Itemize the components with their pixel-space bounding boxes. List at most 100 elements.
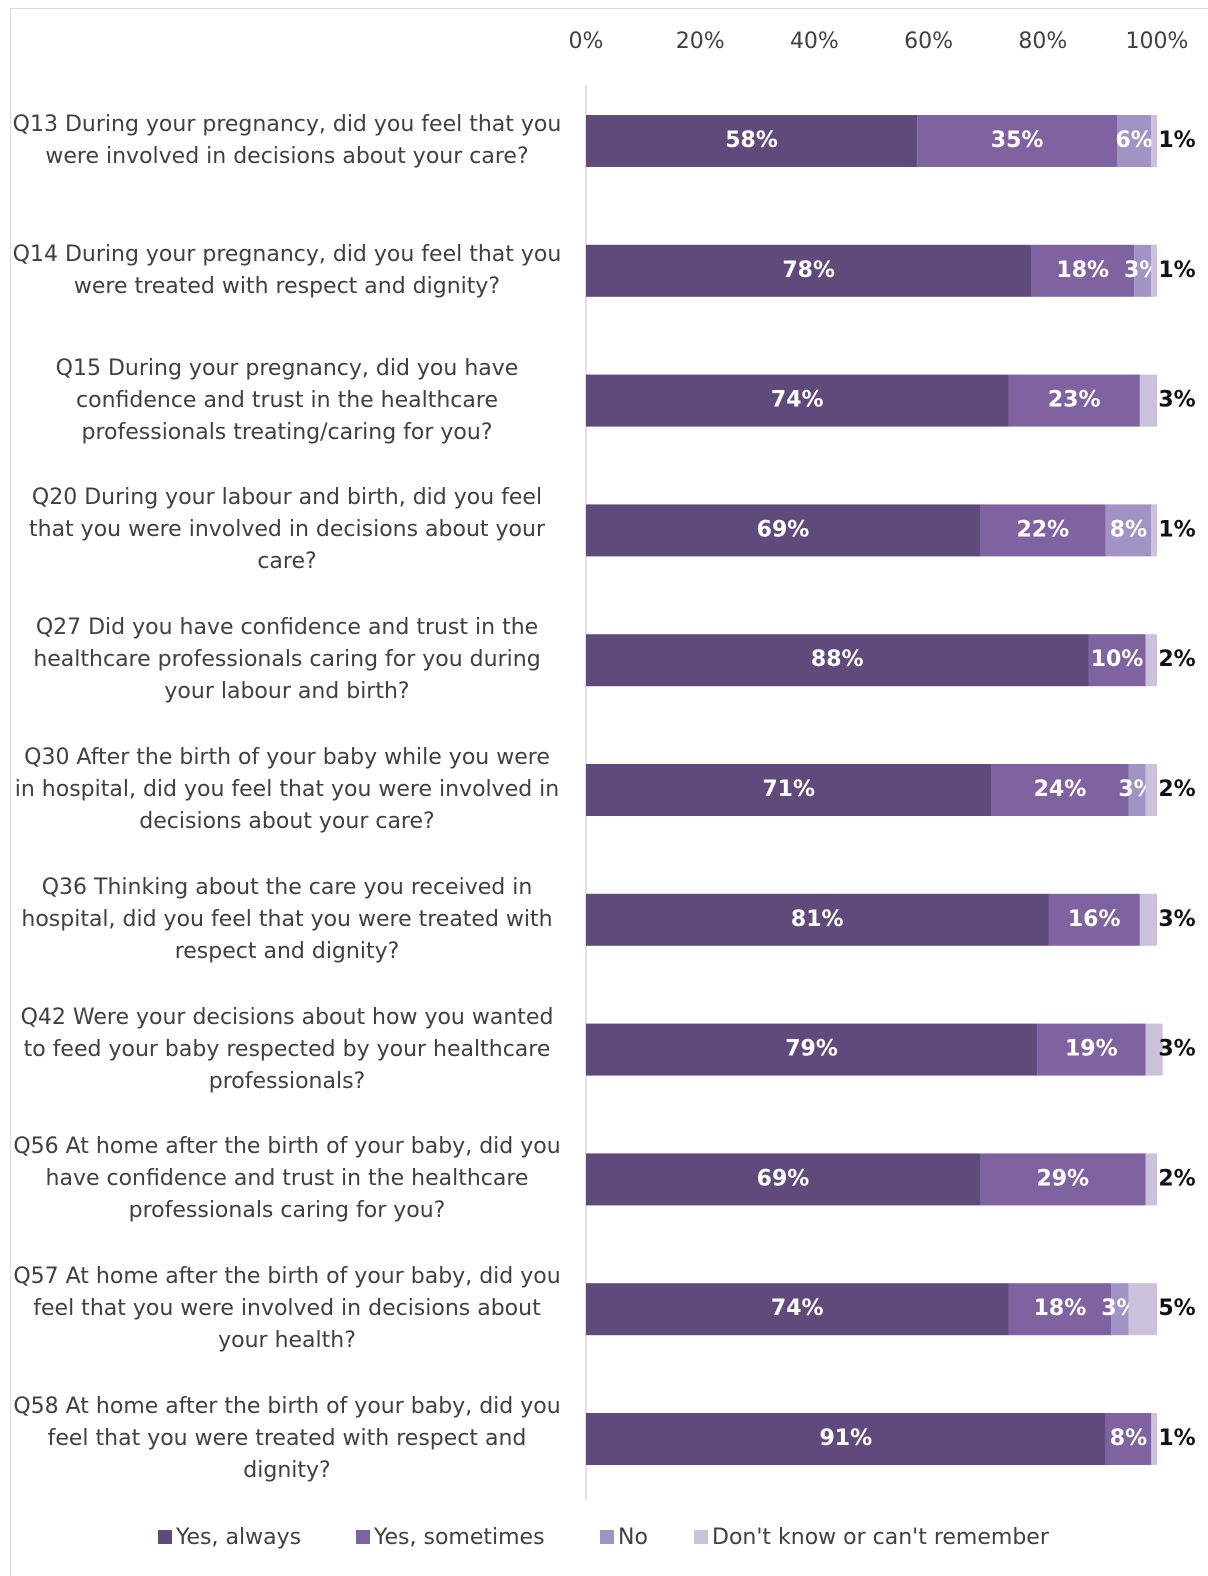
x-tick-label: 40%	[790, 29, 839, 54]
bar-segment	[991, 764, 1129, 816]
bar-segment	[586, 1153, 980, 1206]
bar-segment	[586, 893, 1049, 946]
x-tick-label: 100%	[1126, 29, 1189, 54]
legend-swatch	[694, 1530, 708, 1544]
bar-segment	[1151, 244, 1157, 297]
legend-swatch	[600, 1530, 614, 1544]
data-label: 6%	[1115, 128, 1152, 153]
category-label: Q30 After the birth of your baby while y…	[14, 745, 560, 834]
category-label: Q56 At home after the birth of your baby…	[13, 1134, 561, 1224]
bar-segment	[1151, 1413, 1157, 1465]
bar-segment	[586, 244, 1032, 297]
bar-segment	[1088, 634, 1146, 687]
category-label: Q58 At home after the birth of your baby…	[13, 1394, 561, 1483]
data-label: 1%	[1158, 258, 1195, 283]
x-tick-label: 20%	[676, 29, 725, 54]
x-tick-label: 80%	[1018, 29, 1067, 54]
data-label: 3%	[1158, 1037, 1195, 1062]
bar-segment	[1128, 1283, 1157, 1336]
bar-segment	[586, 1283, 1009, 1336]
data-label: 58%	[725, 128, 778, 153]
chart-border	[10, 8, 1208, 1576]
bar-segment	[1111, 1283, 1129, 1336]
category-label: Q36 Thinking about the care you received…	[21, 874, 553, 964]
category-label: Q27 Did you have confidence and trust in…	[33, 615, 541, 705]
data-label: 74%	[771, 388, 824, 413]
data-label: 71%	[762, 777, 815, 802]
data-label: 78%	[782, 258, 835, 283]
bar-segment	[1145, 764, 1157, 816]
category-label: Q57 At home after the birth of your baby…	[13, 1264, 561, 1354]
bar-segment	[586, 115, 918, 167]
data-label: 18%	[1034, 1296, 1087, 1321]
data-label: 1%	[1158, 128, 1195, 153]
bar-segment	[586, 504, 980, 557]
bar-segment	[1151, 504, 1157, 557]
legend-label: Yes, always	[175, 1525, 301, 1550]
bar-segment	[1048, 893, 1140, 946]
data-label: 3%	[1158, 388, 1195, 413]
category-label: Q13 During your pregnancy, did you feel …	[12, 112, 562, 169]
data-label: 16%	[1068, 907, 1121, 932]
data-label: 79%	[785, 1037, 838, 1062]
data-label: 22%	[1016, 517, 1069, 542]
data-label: 29%	[1036, 1166, 1089, 1191]
data-label: 5%	[1158, 1296, 1195, 1321]
data-label: 1%	[1158, 517, 1195, 542]
bar-segment	[586, 1023, 1038, 1076]
bar-segment	[979, 504, 1106, 557]
data-label: 24%	[1034, 777, 1087, 802]
bar-segment	[979, 1153, 1146, 1206]
bar-segment	[1139, 893, 1157, 946]
data-label: 91%	[819, 1426, 872, 1451]
bar-segment	[586, 634, 1089, 687]
bar-segment	[1145, 1023, 1163, 1076]
data-label: 10%	[1091, 647, 1144, 672]
category-label: Q42 Were your decisions about how you wa…	[20, 1004, 554, 1094]
legend-label: No	[618, 1525, 648, 1550]
data-label: 35%	[991, 128, 1044, 153]
data-label: 2%	[1158, 777, 1195, 802]
data-label: 2%	[1158, 647, 1195, 672]
bar-segment	[1105, 1413, 1152, 1465]
data-label: 88%	[811, 647, 864, 672]
bar-segment	[1134, 244, 1152, 297]
bar-segment	[1145, 634, 1157, 687]
bar-segment	[586, 374, 1009, 427]
bar-segment	[586, 1413, 1106, 1465]
bar-segment	[1139, 374, 1157, 427]
data-label: 19%	[1065, 1037, 1118, 1062]
bar-segment	[917, 115, 1118, 167]
bar-segment	[1008, 374, 1140, 427]
data-label: 8%	[1110, 517, 1147, 542]
data-label: 69%	[757, 1166, 810, 1191]
bar-segment	[1128, 764, 1146, 816]
category-label: Q15 During your pregnancy, did you have …	[55, 355, 519, 445]
data-label: 2%	[1158, 1166, 1195, 1191]
category-label: Q20 During your labour and birth, did yo…	[29, 485, 545, 575]
bar-segment	[1037, 1023, 1146, 1076]
x-tick-label: 0%	[569, 29, 604, 54]
bar-segment	[1031, 244, 1135, 297]
bar-segment	[1117, 115, 1152, 167]
x-tick-label: 60%	[904, 29, 953, 54]
data-label: 69%	[757, 517, 810, 542]
data-label: 81%	[791, 907, 844, 932]
bar-segment	[1151, 115, 1157, 167]
legend-label: Yes, sometimes	[373, 1525, 545, 1550]
bar-segment	[586, 764, 992, 816]
data-label: 23%	[1048, 388, 1101, 413]
category-label: Q14 During your pregnancy, did you feel …	[12, 241, 562, 299]
data-label: 18%	[1056, 258, 1109, 283]
data-label: 1%	[1158, 1426, 1195, 1451]
bar-segment	[1008, 1283, 1112, 1336]
legend-swatch	[158, 1530, 172, 1544]
legend-swatch	[356, 1530, 370, 1544]
legend-label: Don't know or can't remember	[712, 1525, 1050, 1550]
data-label: 3%	[1158, 907, 1195, 932]
bar-segment	[1105, 504, 1152, 557]
data-label: 8%	[1110, 1426, 1147, 1451]
bar-segment	[1145, 1153, 1157, 1206]
